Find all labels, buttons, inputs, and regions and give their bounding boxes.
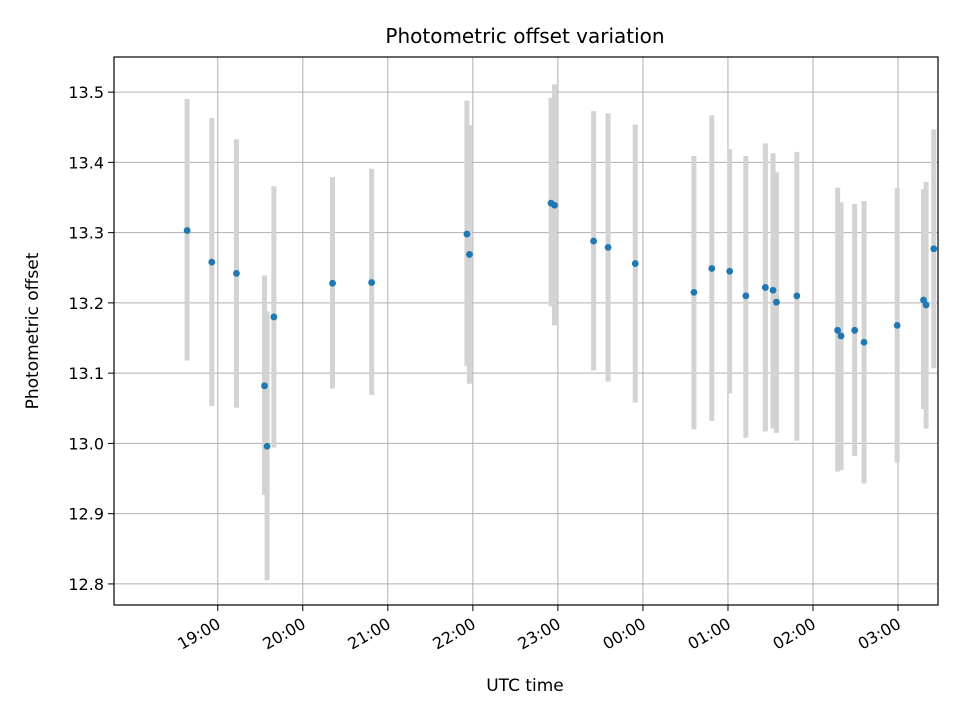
x-tick-label: 00:00 [599, 614, 648, 654]
y-tick-label: 12.8 [68, 575, 104, 594]
data-point [604, 243, 612, 251]
data-point [551, 201, 558, 209]
data-point [466, 251, 473, 258]
x-axis-ticks: 19:00 20:00 21:00 22:00 23:00 00:00 01:00 02:00… [174, 605, 904, 654]
data-point [726, 267, 734, 275]
data-point [261, 382, 268, 390]
data-point [270, 313, 278, 321]
x-tick-label: 23:00 [514, 614, 563, 654]
y-tick-label: 13.2 [68, 294, 104, 313]
x-tick-label: 01:00 [685, 614, 734, 654]
y-tick-label: 13.1 [68, 364, 104, 383]
data-point [761, 284, 769, 291]
y-tick-label: 13.3 [68, 224, 104, 243]
data-point [893, 321, 901, 329]
y-tick-label: 12.9 [68, 505, 104, 524]
error-bars [184, 84, 937, 581]
data-point [631, 260, 639, 267]
data-point [208, 258, 216, 266]
data-point [930, 245, 938, 253]
x-tick-label: 19:00 [174, 614, 223, 654]
data-points [183, 199, 938, 450]
data-point [837, 332, 845, 340]
y-axis-label: Photometric offset [23, 252, 43, 409]
data-point [793, 292, 801, 300]
data-point [742, 292, 750, 300]
data-point [690, 288, 698, 296]
data-point [233, 269, 240, 277]
data-point [368, 279, 376, 286]
data-point [708, 265, 716, 272]
y-tick-label: 13.0 [68, 434, 104, 453]
data-point [463, 230, 471, 238]
x-tick-label: 03:00 [855, 614, 904, 654]
x-tick-label: 20:00 [259, 614, 308, 654]
data-point [183, 227, 191, 234]
data-point [834, 326, 842, 334]
data-point [263, 442, 271, 450]
chart-title: Photometric offset variation [385, 24, 664, 48]
y-tick-label: 13.5 [68, 83, 104, 102]
x-tick-label: 21:00 [344, 614, 393, 654]
data-point [773, 298, 780, 306]
y-axis-ticks: 12.8 12.9 13.0 13.1 13.2 13.3 13.4 13.5 [68, 83, 114, 594]
data-point [329, 279, 336, 287]
data-point [769, 286, 777, 294]
data-point [922, 301, 930, 309]
data-point [590, 237, 598, 245]
x-tick-label: 22:00 [429, 614, 478, 654]
data-point [851, 326, 859, 334]
x-tick-label: 02:00 [770, 614, 819, 654]
x-axis-label: UTC time [486, 676, 564, 696]
data-point [860, 338, 868, 346]
y-tick-label: 13.4 [68, 153, 104, 172]
plot-frame [113, 56, 939, 606]
grid [114, 57, 938, 605]
